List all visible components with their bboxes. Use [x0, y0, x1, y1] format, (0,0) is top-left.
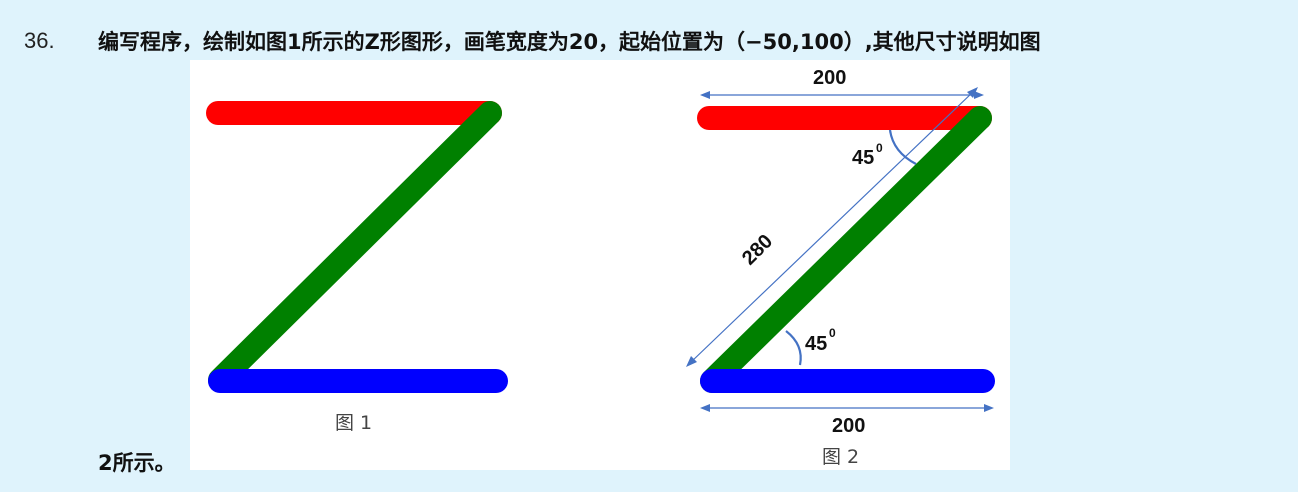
figure-1: 图 1 [206, 101, 508, 434]
figure-1-caption: 图 1 [335, 412, 372, 434]
bottom-dimension-arrow [700, 404, 994, 412]
figures-svg: 图 1 200 200 [206, 67, 995, 468]
top-angle-label: 45 [852, 147, 874, 169]
diagonal-dimension-arrow [686, 87, 978, 367]
diagonal-length-label: 280 [738, 230, 777, 269]
top-angle-degree: 0 [876, 141, 883, 155]
question-text-continued: 2所示。 [98, 451, 176, 475]
top-width-label: 200 [813, 67, 846, 89]
bottom-angle-arc [785, 330, 802, 366]
bottom-width-label: 200 [832, 415, 865, 437]
top-angle-arc [888, 129, 917, 165]
fig2-diagonal-stroke [700, 106, 992, 393]
bottom-angle-degree: 0 [829, 326, 836, 340]
figure-2: 200 200 280 45 0 45 0 图 2 [686, 67, 995, 468]
figure-2-caption: 图 2 [822, 446, 859, 468]
top-dimension-arrow [700, 91, 984, 99]
fig1-diagonal-stroke [208, 101, 502, 392]
question-text: 编写程序，绘制如图1所示的Z形图形，画笔宽度为20，起始位置为（−50,100）… [98, 30, 1041, 54]
bottom-angle-label: 45 [805, 333, 827, 355]
question-number: 36. [24, 28, 55, 53]
figure-panel: 图 1 200 200 [190, 60, 1010, 470]
